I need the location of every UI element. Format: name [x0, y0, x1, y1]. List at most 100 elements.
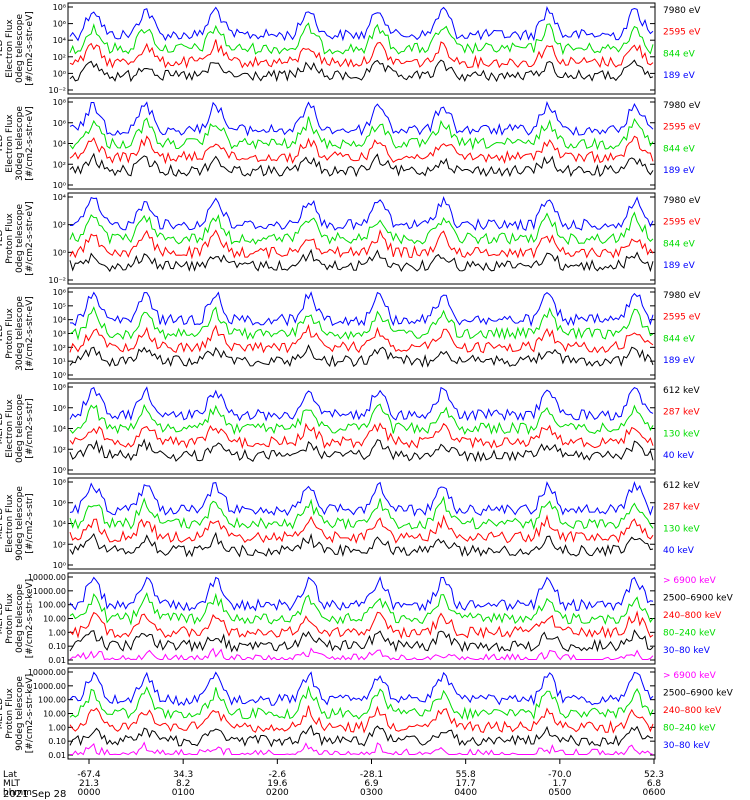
legend-entry: 844 eV	[663, 334, 696, 344]
legend-entry: > 6900 keV	[663, 671, 717, 681]
series-line	[69, 592, 654, 626]
legend-entry: 612 keV	[663, 386, 700, 396]
x-tick-label: 34.3	[173, 770, 193, 780]
legend-entry: 30–80 keV	[663, 741, 711, 751]
y-tick-label: 10³	[53, 330, 66, 339]
legend-entry: 40 keV	[663, 451, 695, 461]
series-line	[70, 741, 654, 756]
y-tick-label: 10⁸	[53, 383, 66, 392]
series-line	[69, 438, 654, 463]
series-line	[69, 514, 654, 544]
x-tick-label: -2.6	[269, 770, 287, 780]
series-line	[69, 196, 654, 231]
series-line	[69, 671, 654, 707]
y-tick-label: 1000.00	[33, 682, 66, 691]
series-line	[69, 480, 654, 517]
y-tick-label: 10⁰	[53, 181, 66, 190]
legend-entry: 189 eV	[663, 356, 696, 366]
y-tick-label: 10⁸	[53, 98, 66, 107]
series-line	[69, 291, 654, 327]
series-line	[69, 531, 654, 558]
series-line	[69, 152, 654, 178]
legend-entry: 40 keV	[663, 546, 695, 556]
y-tick-label: 10¹	[53, 357, 66, 366]
y-tick-label: 10⁰	[53, 466, 66, 475]
series-line	[69, 100, 654, 137]
y-tick-label: 1.00	[48, 723, 66, 732]
y-tick-label: 100.00	[38, 601, 66, 610]
y-tick-label: 10²	[53, 53, 66, 62]
x-tick-label: 8.2	[176, 779, 190, 789]
y-tick-label: 10⁶	[53, 20, 66, 29]
series-line	[69, 229, 654, 260]
series-line	[69, 22, 654, 56]
y-tick-label: 0.10	[48, 642, 66, 651]
legend-entry: 844 eV	[663, 144, 696, 154]
series-line	[69, 422, 654, 450]
legend-entry: 189 eV	[663, 261, 696, 271]
legend-entry: 287 keV	[663, 503, 700, 513]
legend-entry: 2595 eV	[663, 28, 701, 38]
legend-entry: 240–800 keV	[663, 706, 722, 716]
x-tick-label: 1.7	[553, 779, 567, 789]
x-row-label: hhmm	[3, 788, 32, 798]
y-tick-label: 1.00	[48, 628, 66, 637]
legend-entry: 130 keV	[663, 429, 700, 439]
y-tick-label: 10²	[53, 343, 66, 352]
y-tick-label: 10⁴	[53, 193, 66, 202]
y-axis-label: MEPEDProton Flux90deg telescope[#/cm2-s-…	[0, 674, 35, 753]
x-tick-label: 0100	[172, 788, 195, 798]
panel-4: 10⁶ 10⁵ 10⁴ 10³ 10² 10¹ 10⁰ TEDProton Flux30deg…	[0, 287, 701, 380]
legend-entry: 7980 eV	[663, 291, 701, 301]
panel-1: 10⁸ 10⁶ 10⁴ 10² 10⁰ 10⁻² TEDElectron Flux0deg …	[0, 2, 701, 95]
x-tick-label: 6.9	[364, 779, 379, 789]
series-line	[69, 685, 654, 721]
x-tick-label: 0400	[454, 788, 477, 798]
series-line	[69, 610, 654, 640]
series-line	[69, 495, 654, 531]
y-tick-label: 0.01	[48, 751, 66, 760]
panel-7: 10000.00 1000.00 100.00 10.00 1.00 0.10 0.01 ME…	[0, 572, 734, 665]
x-tick-label: 6.8	[647, 779, 662, 789]
y-tick-label: 10²	[53, 540, 66, 549]
y-tick-label: 10⁴	[53, 36, 66, 45]
panel-3: 10⁴ 10² 10⁰ 10⁻² TEDProton Flux0deg telescop…	[0, 192, 701, 285]
series-line	[69, 248, 654, 273]
legend-entry: 2500–6900 keV	[663, 689, 734, 699]
y-tick-label: 10²	[53, 221, 66, 230]
panel-6: 10⁸ 10⁶ 10⁴ 10² 10⁰ MEPEDElectron Flux90deg t…	[0, 477, 700, 570]
series-line	[69, 344, 654, 368]
panel-frame	[67, 192, 656, 285]
y-axis-label: MEPEDElectron Flux90deg telescope[#/cm2-…	[0, 486, 35, 561]
y-tick-label: 1000.00	[33, 587, 66, 596]
legend-entry: 612 keV	[663, 481, 700, 491]
y-tick-label: 10⁶	[53, 288, 66, 297]
x-tick-label: 55.8	[456, 770, 476, 780]
y-axis-label: TEDProton Flux30deg telescope[#/cm2-s-st…	[0, 296, 35, 371]
x-tick-label: 0300	[360, 788, 383, 798]
legend-entry: 130 keV	[663, 524, 700, 534]
y-tick-label: 10.00	[43, 615, 66, 624]
series-line	[69, 724, 653, 748]
x-tick-label: 19.6	[267, 779, 287, 789]
y-tick-label: 10000.00	[28, 573, 66, 582]
y-tick-label: 10000.00	[28, 668, 66, 677]
legend-entry: 7980 eV	[663, 6, 701, 16]
series-line	[69, 116, 654, 151]
x-tick-label: 21.3	[79, 779, 99, 789]
y-tick-label: 10⁴	[53, 140, 66, 149]
series-line	[69, 403, 654, 436]
y-tick-label: 10⁰	[53, 69, 66, 78]
legend-entry: 844 eV	[663, 239, 696, 249]
x-row-label: Lat	[3, 770, 18, 780]
y-tick-label: 10⁶	[53, 499, 66, 508]
x-tick-label: 0500	[548, 788, 571, 798]
y-tick-label: 10²	[53, 445, 66, 454]
y-tick-label: 10.00	[43, 710, 66, 719]
series-line	[69, 386, 654, 422]
legend-entry: 2500–6900 keV	[663, 594, 734, 604]
series-line	[69, 323, 654, 354]
y-tick-label: 100.00	[38, 696, 66, 705]
